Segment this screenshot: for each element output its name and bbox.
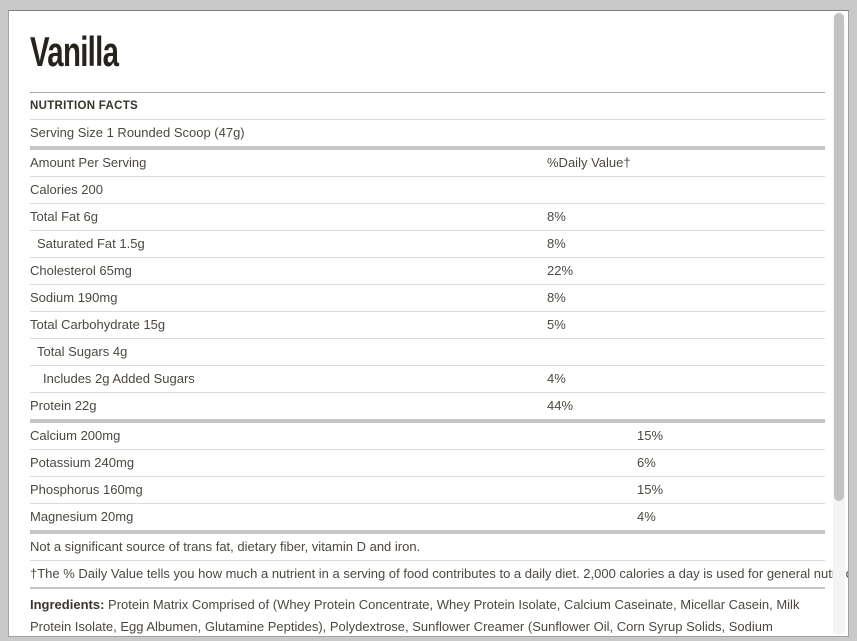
table-row: Total Sugars 4g [30, 339, 825, 365]
serving-size-row: Serving Size 1 Rounded Scoop (47g) [30, 120, 825, 146]
divider [30, 119, 825, 120]
row-label: Saturated Fat 1.5g [37, 236, 145, 251]
ingredients-label: Ingredients: [30, 597, 105, 612]
divider [30, 560, 825, 561]
row-value: 4% [637, 509, 656, 524]
table-row: Protein 22g 44% [30, 393, 825, 419]
row-value: 15% [637, 428, 664, 443]
ingredients-text: Protein Matrix Comprised of (Whey Protei… [30, 597, 800, 634]
table-row: Total Carbohydrate 15g 5% [30, 312, 825, 338]
not-significant-note: Not a significant source of trans fat, d… [30, 539, 421, 554]
row-divider [30, 284, 825, 285]
row-label: Total Fat 6g [30, 209, 98, 224]
serving-size-label: Serving Size 1 Rounded Scoop (47g) [30, 125, 245, 140]
row-value: 4% [547, 371, 566, 386]
table-row: Magnesium 20mg 4% [30, 504, 825, 530]
daily-value-note: †The % Daily Value tells you how much a … [30, 566, 849, 581]
row-value: 15% [637, 482, 664, 497]
table-row: Total Fat 6g 8% [30, 204, 825, 230]
row-label: Calcium 200mg [30, 428, 121, 443]
ingredients-paragraph: Ingredients: Protein Matrix Comprised of… [30, 589, 825, 636]
row-label: Sodium 190mg [30, 290, 118, 305]
daily-value-header: %Daily Value† [547, 155, 631, 170]
row-label: Total Sugars 4g [37, 344, 128, 359]
row-divider [30, 203, 825, 204]
row-value: 44% [547, 398, 574, 413]
row-divider [30, 476, 825, 477]
thick-divider [30, 146, 825, 150]
row-label: Phosphorus 160mg [30, 482, 143, 497]
thick-divider [30, 530, 825, 534]
row-divider [30, 311, 825, 312]
row-divider [30, 230, 825, 231]
table-row: Saturated Fat 1.5g 8% [30, 231, 825, 257]
row-divider [30, 338, 825, 339]
row-label: Protein 22g [30, 398, 97, 413]
table-row: Potassium 240mg 6% [30, 450, 825, 476]
row-divider [30, 503, 825, 504]
table-row: Calories 200 [30, 177, 825, 203]
row-value: 6% [637, 455, 656, 470]
table-row: Calcium 200mg 15% [30, 423, 825, 449]
nutrient-rows: Calories 200 Total Fat 6g 8% Saturated Fat … [30, 177, 825, 419]
divider [30, 176, 825, 177]
mineral-rows: Calcium 200mg 15% Potassium 240mg 6% Phospho… [30, 423, 825, 530]
product-title: Vanilla [30, 28, 119, 75]
amount-per-serving-header: Amount Per Serving [30, 155, 147, 170]
medium-divider [30, 587, 825, 589]
row-divider [30, 365, 825, 366]
row-value: 8% [547, 236, 566, 251]
nutrition-facts-heading: NUTRITION FACTS [30, 100, 138, 112]
divider-top [30, 92, 825, 93]
row-label: Cholesterol 65mg [30, 263, 132, 278]
scrollbar-thumb[interactable] [834, 13, 844, 501]
table-row: Includes 2g Added Sugars 4% [30, 366, 825, 392]
thick-divider [30, 419, 825, 423]
table-row: Phosphorus 160mg 15% [30, 477, 825, 503]
row-label: Magnesium 20mg [30, 509, 134, 524]
table-row: Cholesterol 65mg 22% [30, 258, 825, 284]
row-divider [30, 449, 825, 450]
column-header-row: Amount Per Serving %Daily Value† [30, 150, 825, 176]
product-title-wrap: Vanilla [30, 11, 825, 73]
row-value: 8% [547, 209, 566, 224]
row-value: 22% [547, 263, 574, 278]
row-value: 5% [547, 317, 566, 332]
row-divider [30, 257, 825, 258]
nutrition-panel-card: Vanilla NUTRITION FACTS Serving Size 1 R… [8, 10, 849, 637]
scrollbar-track[interactable] [833, 12, 845, 635]
row-label: Total Carbohydrate 15g [30, 317, 166, 332]
row-label: Calories 200 [30, 182, 103, 197]
table-row: Sodium 190mg 8% [30, 285, 825, 311]
row-label: Includes 2g Added Sugars [43, 371, 195, 386]
row-divider [30, 392, 825, 393]
row-value: 8% [547, 290, 566, 305]
nutrition-panel-content: Vanilla NUTRITION FACTS Serving Size 1 R… [30, 11, 849, 636]
row-label: Potassium 240mg [30, 455, 135, 470]
